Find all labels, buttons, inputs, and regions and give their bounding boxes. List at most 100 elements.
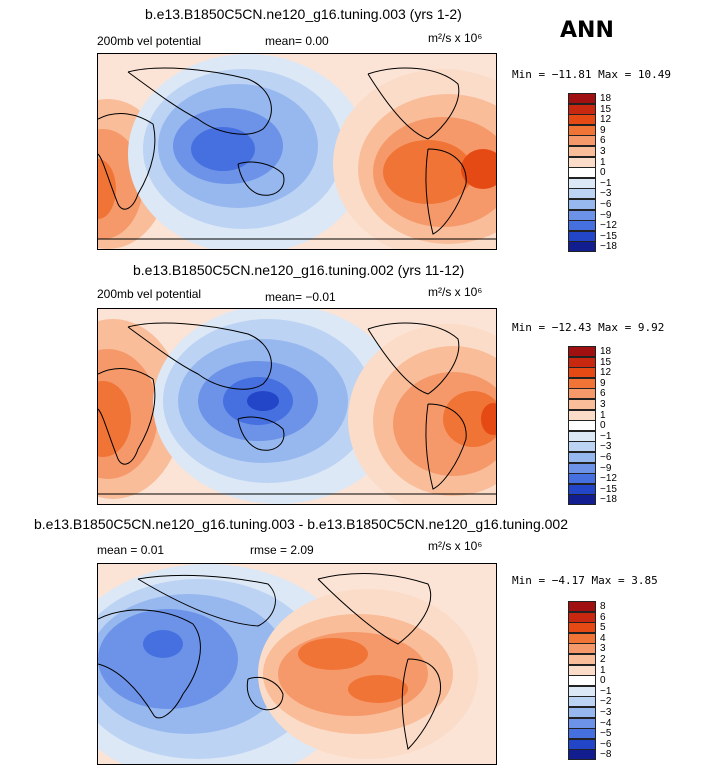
panel3-cb-swatch xyxy=(568,611,596,623)
panel3-cb-swatch xyxy=(568,738,596,750)
panel1-cb-swatch xyxy=(568,230,596,242)
panel3-min-max: Min = −4.17 Max = 3.85 xyxy=(512,574,658,587)
panel3-rmse: rmse = 2.09 xyxy=(250,543,314,557)
panel3-cb-swatch xyxy=(568,654,596,665)
panel2-cb-swatch xyxy=(568,409,596,421)
cb-label: −1 xyxy=(600,685,612,697)
panel1-cb-swatch xyxy=(568,199,596,210)
cb-label: 6 xyxy=(600,135,606,147)
cb-label: 0 xyxy=(600,167,606,179)
panel1-colorbar xyxy=(568,93,596,253)
cb-label: −6 xyxy=(600,199,612,210)
panel1-cb-swatch xyxy=(568,156,596,168)
panel3-units: m²/s x 10⁶ xyxy=(428,539,483,553)
panel3-title: b.e13.B1850C5CN.ne120_g16.tuning.003 - b… xyxy=(34,516,568,532)
panel3-cb-swatch xyxy=(568,717,596,729)
cb-label: 2 xyxy=(600,654,606,665)
cb-label: 18 xyxy=(600,93,612,104)
panel2-cb-swatch xyxy=(568,473,596,485)
panel2-title: b.e13.B1850C5CN.ne120_g16.tuning.002 (yr… xyxy=(133,262,465,278)
panel2-cb-swatch xyxy=(568,483,596,495)
cb-label: −8 xyxy=(600,749,612,761)
cb-label: −3 xyxy=(600,188,612,200)
cb-label: 12 xyxy=(600,367,612,379)
cb-label: 0 xyxy=(600,420,606,432)
cb-label: 0 xyxy=(600,675,606,687)
cb-label: −1 xyxy=(600,430,612,442)
cb-label: −4 xyxy=(600,717,612,729)
cb-label: −15 xyxy=(600,483,617,495)
panel1-min-max: Min = −11.81 Max = 10.49 xyxy=(512,68,671,81)
panel1-cb-swatch xyxy=(568,146,596,157)
panel3-cb-swatch xyxy=(568,728,596,740)
panel1-contour-field xyxy=(98,54,496,249)
panel1-cb-swatch xyxy=(568,220,596,232)
panel1-cb-swatch xyxy=(568,167,596,179)
cb-label: −3 xyxy=(600,441,612,453)
cb-label: 5 xyxy=(600,622,606,634)
panel2-cb-swatch xyxy=(568,346,596,357)
panel2-cb-swatch xyxy=(568,377,596,389)
cb-label: −12 xyxy=(600,220,617,232)
panel1-cb-swatch xyxy=(568,114,596,126)
cb-label: 15 xyxy=(600,356,612,368)
cb-label: −2 xyxy=(600,696,612,708)
panel1-mean: mean= 0.00 xyxy=(265,34,329,48)
cb-label: −15 xyxy=(600,230,617,242)
cb-label: 1 xyxy=(600,409,606,421)
panel3-cb-swatch xyxy=(568,632,596,644)
panel1-variable-label: 200mb vel potential xyxy=(97,34,202,48)
panel3-cb-swatch xyxy=(568,696,596,708)
cb-label: 9 xyxy=(600,124,606,136)
cb-label: 3 xyxy=(600,146,606,157)
cb-label: −12 xyxy=(600,473,617,485)
panel2-cb-swatch xyxy=(568,420,596,432)
panel1-title: b.e13.B1850C5CN.ne120_g16.tuning.003 (yr… xyxy=(145,6,462,22)
cb-label: −18 xyxy=(600,494,617,506)
panel2-cb-swatch xyxy=(568,430,596,442)
panel1-cb-swatch xyxy=(568,124,596,136)
season-label: ANN xyxy=(560,18,614,43)
cb-label: −6 xyxy=(600,452,612,463)
panel3-cb-swatch xyxy=(568,707,596,718)
cb-label: −3 xyxy=(600,707,612,718)
cb-label: 12 xyxy=(600,114,612,126)
panel2-cb-swatch xyxy=(568,441,596,453)
cb-label: 18 xyxy=(600,346,612,357)
panel2-cb-swatch xyxy=(568,367,596,379)
cb-label: 9 xyxy=(600,377,606,389)
cb-label: −9 xyxy=(600,209,612,221)
panel1-cb-swatch xyxy=(568,93,596,104)
panel2-cb-swatch xyxy=(568,452,596,463)
cb-label: 6 xyxy=(600,388,606,400)
panel2-cb-swatch xyxy=(568,388,596,400)
panel3-contour-field xyxy=(98,564,496,764)
panel3-cb-swatch xyxy=(568,685,596,697)
panel3-cb-swatch xyxy=(568,675,596,687)
panel2-cb-swatch xyxy=(568,399,596,410)
cb-label: 1 xyxy=(600,664,606,676)
panel3-cb-swatch xyxy=(568,622,596,634)
panel3-cb-swatch xyxy=(568,749,596,761)
panel2-contour-field xyxy=(98,309,496,504)
panel2-map xyxy=(97,308,497,505)
panel1-cb-swatch xyxy=(568,209,596,221)
panel2-cb-swatch xyxy=(568,494,596,506)
panel1-cb-swatch xyxy=(568,177,596,189)
panel1-cb-swatch xyxy=(568,103,596,115)
panel3-cb-swatch xyxy=(568,664,596,676)
cb-label: −1 xyxy=(600,177,612,189)
cb-label: 3 xyxy=(600,643,606,655)
panel2-colorbar xyxy=(568,346,596,506)
cb-label: 3 xyxy=(600,399,606,410)
cb-label: 6 xyxy=(600,611,606,623)
cb-label: −6 xyxy=(600,738,612,750)
panel2-units: m²/s x 10⁶ xyxy=(428,285,483,299)
panel3-mean: mean = 0.01 xyxy=(97,543,165,557)
panel1-cb-swatch xyxy=(568,188,596,200)
cb-label: 15 xyxy=(600,103,612,115)
panel2-variable-label: 200mb vel potential xyxy=(97,287,202,301)
panel3-cb-swatch xyxy=(568,601,596,612)
panel3-map xyxy=(97,563,497,765)
panel1-map xyxy=(97,53,497,250)
